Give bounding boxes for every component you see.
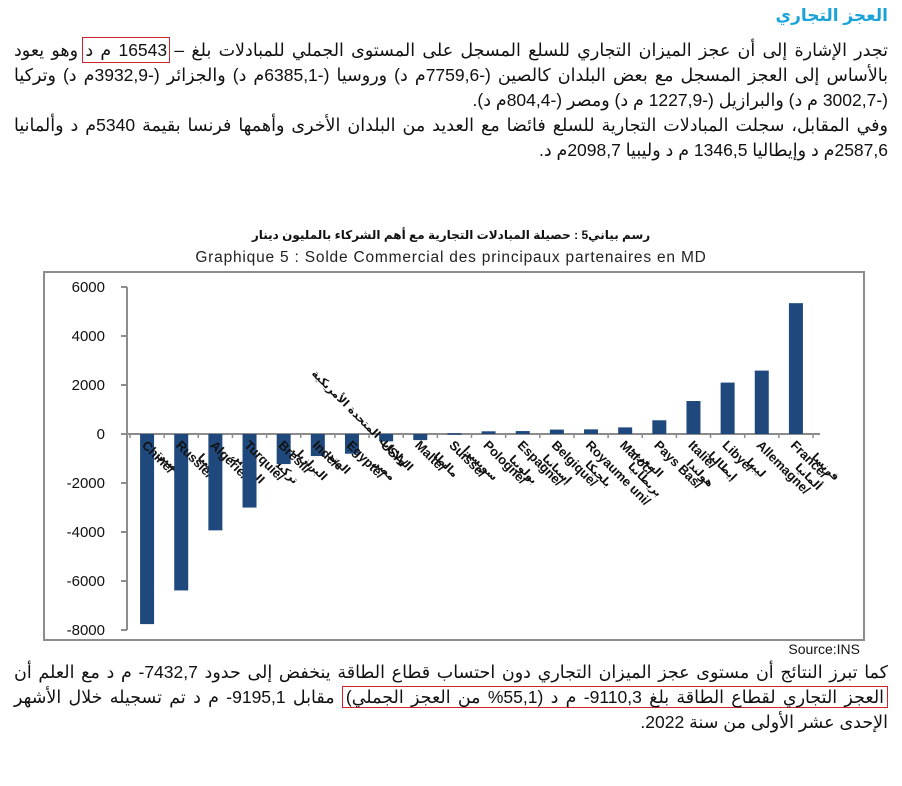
bar bbox=[549, 429, 564, 434]
chart-frame bbox=[43, 271, 865, 641]
paragraph-intro-text-a: تجدر الإشارة إلى أن عجز الميزان التجاري … bbox=[167, 40, 888, 60]
y-tick-label: -4000 bbox=[67, 524, 105, 541]
y-tick-label: 6000 bbox=[72, 279, 105, 296]
bar bbox=[686, 401, 701, 434]
bar bbox=[140, 434, 155, 625]
bar bbox=[754, 370, 769, 434]
bar bbox=[208, 434, 223, 531]
bar bbox=[174, 434, 189, 591]
chart-source: Source:INS bbox=[788, 641, 860, 657]
paragraph-intro-text-b: وهو يعود بالأساس إلى العجز المسجل مع بعض… bbox=[14, 40, 889, 110]
bar bbox=[788, 303, 803, 434]
y-tick-label: -8000 bbox=[67, 622, 105, 639]
paragraph-energy-text-b: مقابل 9195,1- م د تم تسجيله خلال الأشهر … bbox=[14, 687, 888, 732]
y-tick-label: 0 bbox=[97, 426, 105, 443]
paragraph-surplus-text: وفي المقابل، سجلت المبادلات التجارية للس… bbox=[14, 115, 888, 160]
paragraph-energy: كما تبرز النتائج أن مستوى عجز الميزان ال… bbox=[14, 660, 889, 735]
bar bbox=[447, 433, 462, 435]
y-tick-label: 4000 bbox=[72, 328, 105, 345]
bar bbox=[242, 434, 257, 508]
bar bbox=[310, 434, 325, 457]
y-tick-label: -2000 bbox=[67, 475, 105, 492]
bar bbox=[413, 434, 428, 441]
bar bbox=[379, 434, 394, 442]
bar bbox=[481, 431, 496, 434]
bar bbox=[515, 431, 530, 434]
bar bbox=[276, 434, 291, 465]
bar bbox=[720, 382, 735, 434]
paragraph-energy-text-a: كما تبرز النتائج أن مستوى عجز الميزان ال… bbox=[14, 662, 888, 682]
section-heading: العجز التجاري bbox=[775, 6, 888, 25]
bar bbox=[652, 420, 667, 434]
bar bbox=[344, 434, 359, 454]
highlighted-energy-deficit: العجز التجاري لقطاع الطاقة بلغ 9110,3- م… bbox=[341, 686, 889, 708]
bar bbox=[618, 427, 633, 434]
y-tick-label: 2000 bbox=[72, 377, 105, 394]
highlighted-total-deficit: 16543 م د bbox=[82, 37, 171, 63]
chart-title-french: Graphique 5 : Solde Commercial des princ… bbox=[195, 249, 707, 266]
y-tick-label: -6000 bbox=[67, 573, 105, 590]
bar bbox=[584, 429, 599, 434]
paragraph-intro: تجدر الإشارة إلى أن عجز الميزان التجاري … bbox=[14, 37, 889, 163]
chart-title-arabic: رسم بياني5 : حصيلة المبادلات التجارية مع… bbox=[251, 228, 651, 242]
